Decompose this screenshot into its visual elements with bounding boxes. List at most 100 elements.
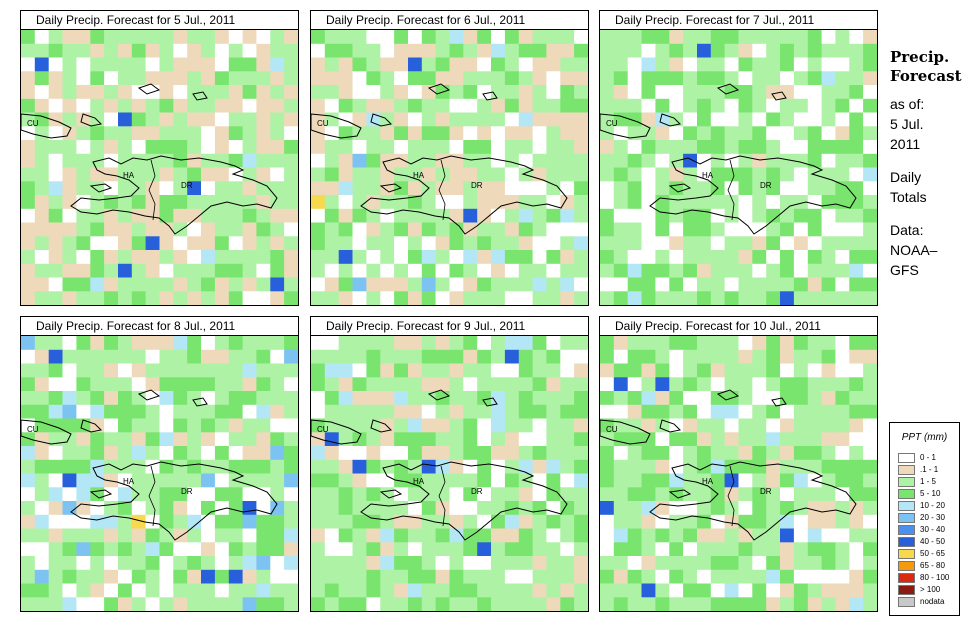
grid-cell: [574, 140, 588, 155]
grid-cell: [394, 71, 409, 86]
grid-cell: [780, 250, 795, 265]
grid-cell: [849, 126, 864, 141]
legend-swatch: [898, 513, 915, 523]
grid-cell: [780, 57, 795, 72]
grid-cell: [394, 236, 409, 251]
grid-cell: [21, 391, 36, 406]
grid-cell: [324, 459, 340, 475]
grid-cell: [600, 336, 615, 351]
legend-title: PPT (mm): [901, 432, 948, 443]
grid-cell: [669, 85, 684, 100]
grid-cell: [477, 597, 492, 611]
grid-cell: [104, 404, 119, 420]
grid-cell: [131, 432, 147, 447]
grid-cell: [710, 556, 726, 571]
grid-cell: [270, 349, 285, 365]
grid-cell: [697, 542, 712, 557]
grid-cell: [270, 195, 285, 210]
grid-cell: [311, 336, 326, 351]
grid-cell: [641, 236, 656, 251]
grid-cell: [145, 501, 160, 516]
grid-cell: [463, 277, 478, 292]
grid-cell: [173, 30, 188, 45]
grid-cell: [380, 501, 395, 516]
grid-cell: [214, 336, 230, 351]
grid-cell: [270, 208, 285, 224]
grid-cell: [738, 583, 753, 598]
grid-cell: [560, 43, 575, 59]
grid-cell: [780, 112, 795, 127]
grid-cell: [738, 501, 753, 516]
grid-cell: [449, 57, 464, 72]
grid-cell: [118, 250, 133, 265]
grid-cell: [710, 222, 726, 237]
grid-cell: [655, 291, 670, 305]
grid-cell: [821, 542, 836, 557]
grid-cell: [477, 336, 492, 351]
grid-cell: [738, 569, 753, 585]
grid-cell: [338, 514, 354, 530]
grid-cell: [408, 583, 423, 598]
grid-cell: [613, 487, 629, 502]
grid-cell: [270, 30, 285, 45]
grid-cell: [380, 98, 395, 114]
grid-cell: [863, 391, 877, 406]
grid-cell: [546, 43, 561, 59]
grid-cell: [187, 583, 202, 598]
grid-cell: [118, 446, 133, 461]
grid-cell: [835, 459, 850, 475]
grid-cell: [394, 597, 409, 611]
grid-cell: [324, 487, 340, 502]
grid-cell: [627, 195, 643, 210]
grid-cell: [518, 126, 534, 141]
grid-cell: [324, 446, 340, 461]
grid-cell: [477, 30, 492, 45]
grid-cell: [62, 85, 77, 100]
grid-cell: [560, 277, 575, 292]
grid-cell: [324, 542, 340, 557]
grid-cell: [324, 181, 340, 196]
grid-cell: [159, 514, 174, 530]
grid-cell: [421, 236, 437, 251]
grid-cell: [477, 236, 492, 251]
grid-cell: [352, 43, 367, 59]
grid-cell: [546, 336, 561, 351]
grid-cell: [34, 126, 50, 141]
grid-cell: [34, 528, 50, 543]
grid-cell: [187, 43, 202, 59]
grid-cell: [766, 528, 781, 543]
grid-cell: [242, 208, 257, 224]
grid-cell: [421, 263, 437, 279]
grid-cell: [752, 263, 767, 279]
grid-cell: [504, 236, 520, 251]
grid-cell: [669, 71, 684, 86]
grid-cell: [463, 446, 478, 461]
grid-cell: [752, 153, 767, 169]
grid-cell: [807, 459, 823, 475]
grid-cell: [173, 208, 188, 224]
grid-cell: [752, 446, 767, 461]
grid-cell: [131, 263, 147, 279]
grid-cell: [477, 181, 492, 196]
grid-cell: [214, 126, 230, 141]
grid-cell: [187, 473, 202, 488]
grid-cell: [187, 459, 202, 475]
grid-cell: [214, 542, 230, 557]
grid-cell: [311, 126, 326, 141]
grid-cell: [863, 542, 877, 557]
grid-cell: [48, 85, 64, 100]
grid-cell: [435, 446, 450, 461]
grid-cell: [145, 542, 160, 557]
grid-cell: [366, 459, 381, 475]
grid-cell: [366, 291, 381, 305]
grid-cell: [21, 363, 36, 378]
grid-cell: [159, 112, 174, 127]
grid-cell: [849, 181, 864, 196]
grid-cell: [532, 404, 547, 420]
grid-cell: [187, 126, 202, 141]
grid-cell: [284, 112, 298, 127]
grid-cell: [518, 404, 534, 420]
grid-cell: [228, 377, 244, 392]
grid-cell: [463, 363, 478, 378]
grid-cell: [641, 263, 656, 279]
